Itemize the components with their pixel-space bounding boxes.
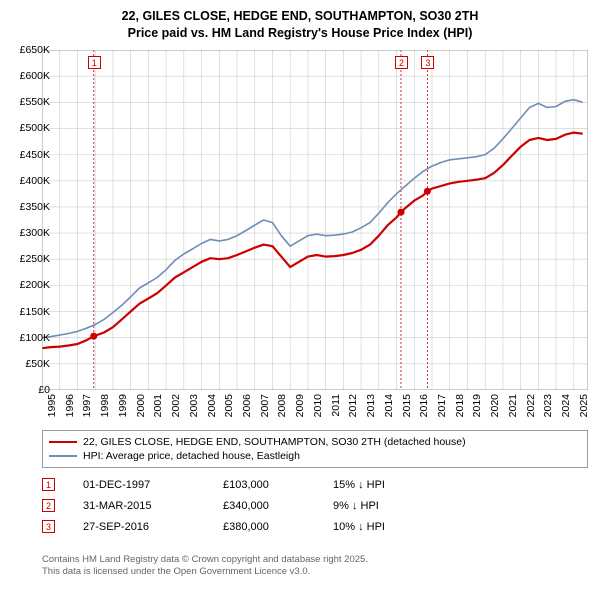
x-axis-label: 2015 <box>401 394 413 417</box>
x-axis-label: 2020 <box>489 394 501 417</box>
transaction-marker: 1 <box>42 478 55 491</box>
x-axis-label: 2009 <box>294 394 306 417</box>
transaction-marker: 2 <box>42 499 55 512</box>
x-axis-label: 2010 <box>312 394 324 417</box>
x-axis-label: 2004 <box>206 394 218 417</box>
x-axis-label: 2013 <box>365 394 377 417</box>
x-axis-label: 2014 <box>383 394 395 417</box>
x-axis-label: 2006 <box>241 394 253 417</box>
x-axis-label: 1999 <box>117 394 129 417</box>
event-marker: 2 <box>395 56 408 69</box>
y-axis-label: £550K <box>20 96 50 108</box>
x-axis-label: 1995 <box>46 394 58 417</box>
x-axis-label: 2018 <box>454 394 466 417</box>
transaction-pct: 9% ↓ HPI <box>333 500 453 512</box>
x-axis-label: 2012 <box>347 394 359 417</box>
x-axis-label: 2001 <box>152 394 164 417</box>
x-axis-label: 2003 <box>188 394 200 417</box>
chart-area <box>42 50 588 390</box>
x-axis-label: 2011 <box>330 394 342 417</box>
transactions-table: 1 01-DEC-1997£103,00015% ↓ HPI 2 31-MAR-201… <box>42 474 588 537</box>
x-axis-label: 2005 <box>223 394 235 417</box>
x-axis-label: 2021 <box>507 394 519 417</box>
legend-row: 22, GILES CLOSE, HEDGE END, SOUTHAMPTON,… <box>49 435 581 449</box>
x-axis-label: 2000 <box>135 394 147 417</box>
transaction-price: £380,000 <box>223 521 333 533</box>
x-axis-label: 2023 <box>542 394 554 417</box>
y-axis-label: £100K <box>20 332 50 344</box>
x-axis-label: 2017 <box>436 394 448 417</box>
transaction-price: £103,000 <box>223 479 333 491</box>
y-axis-label: £650K <box>20 44 50 56</box>
legend-text: 22, GILES CLOSE, HEDGE END, SOUTHAMPTON,… <box>83 436 466 448</box>
x-axis-label: 1998 <box>99 394 111 417</box>
footer-attribution: Contains HM Land Registry data © Crown c… <box>42 554 368 579</box>
y-axis-label: £300K <box>20 227 50 239</box>
x-axis-label: 2019 <box>471 394 483 417</box>
y-axis-label: £50K <box>25 358 50 370</box>
x-axis-label: 2024 <box>560 394 572 417</box>
x-axis-label: 1997 <box>81 394 93 417</box>
title-line1: 22, GILES CLOSE, HEDGE END, SOUTHAMPTON,… <box>0 8 600 25</box>
x-axis-label: 2025 <box>578 394 590 417</box>
y-axis-label: £500K <box>20 122 50 134</box>
footer-line1: Contains HM Land Registry data © Crown c… <box>42 554 368 566</box>
y-axis-label: £250K <box>20 253 50 265</box>
transaction-row: 3 27-SEP-2016£380,00010% ↓ HPI <box>42 516 588 537</box>
transaction-price: £340,000 <box>223 500 333 512</box>
chart-container: 22, GILES CLOSE, HEDGE END, SOUTHAMPTON,… <box>0 0 600 590</box>
transaction-date: 27-SEP-2016 <box>83 521 223 533</box>
title-line2: Price paid vs. HM Land Registry's House … <box>0 25 600 42</box>
y-axis-label: £150K <box>20 306 50 318</box>
footer-line2: This data is licensed under the Open Gov… <box>42 566 368 578</box>
x-axis-label: 1996 <box>64 394 76 417</box>
legend-text: HPI: Average price, detached house, East… <box>83 450 300 462</box>
legend-row: HPI: Average price, detached house, East… <box>49 449 581 463</box>
title-block: 22, GILES CLOSE, HEDGE END, SOUTHAMPTON,… <box>0 0 600 42</box>
legend-swatch <box>49 441 77 443</box>
event-marker: 1 <box>88 56 101 69</box>
x-axis-label: 2022 <box>525 394 537 417</box>
transaction-row: 2 31-MAR-2015£340,0009% ↓ HPI <box>42 495 588 516</box>
x-axis-label: 2002 <box>170 394 182 417</box>
event-marker: 3 <box>421 56 434 69</box>
transaction-pct: 15% ↓ HPI <box>333 479 453 491</box>
x-axis-label: 2008 <box>276 394 288 417</box>
transaction-date: 01-DEC-1997 <box>83 479 223 491</box>
legend-box: 22, GILES CLOSE, HEDGE END, SOUTHAMPTON,… <box>42 430 588 468</box>
y-axis-label: £200K <box>20 279 50 291</box>
x-axis-label: 2007 <box>259 394 271 417</box>
transaction-pct: 10% ↓ HPI <box>333 521 453 533</box>
transaction-marker: 3 <box>42 520 55 533</box>
chart-svg <box>42 50 588 390</box>
x-axis-label: 2016 <box>418 394 430 417</box>
y-axis-label: £400K <box>20 175 50 187</box>
transaction-row: 1 01-DEC-1997£103,00015% ↓ HPI <box>42 474 588 495</box>
y-axis-label: £600K <box>20 70 50 82</box>
y-axis-label: £450K <box>20 149 50 161</box>
legend-swatch <box>49 455 77 457</box>
transaction-date: 31-MAR-2015 <box>83 500 223 512</box>
y-axis-label: £350K <box>20 201 50 213</box>
